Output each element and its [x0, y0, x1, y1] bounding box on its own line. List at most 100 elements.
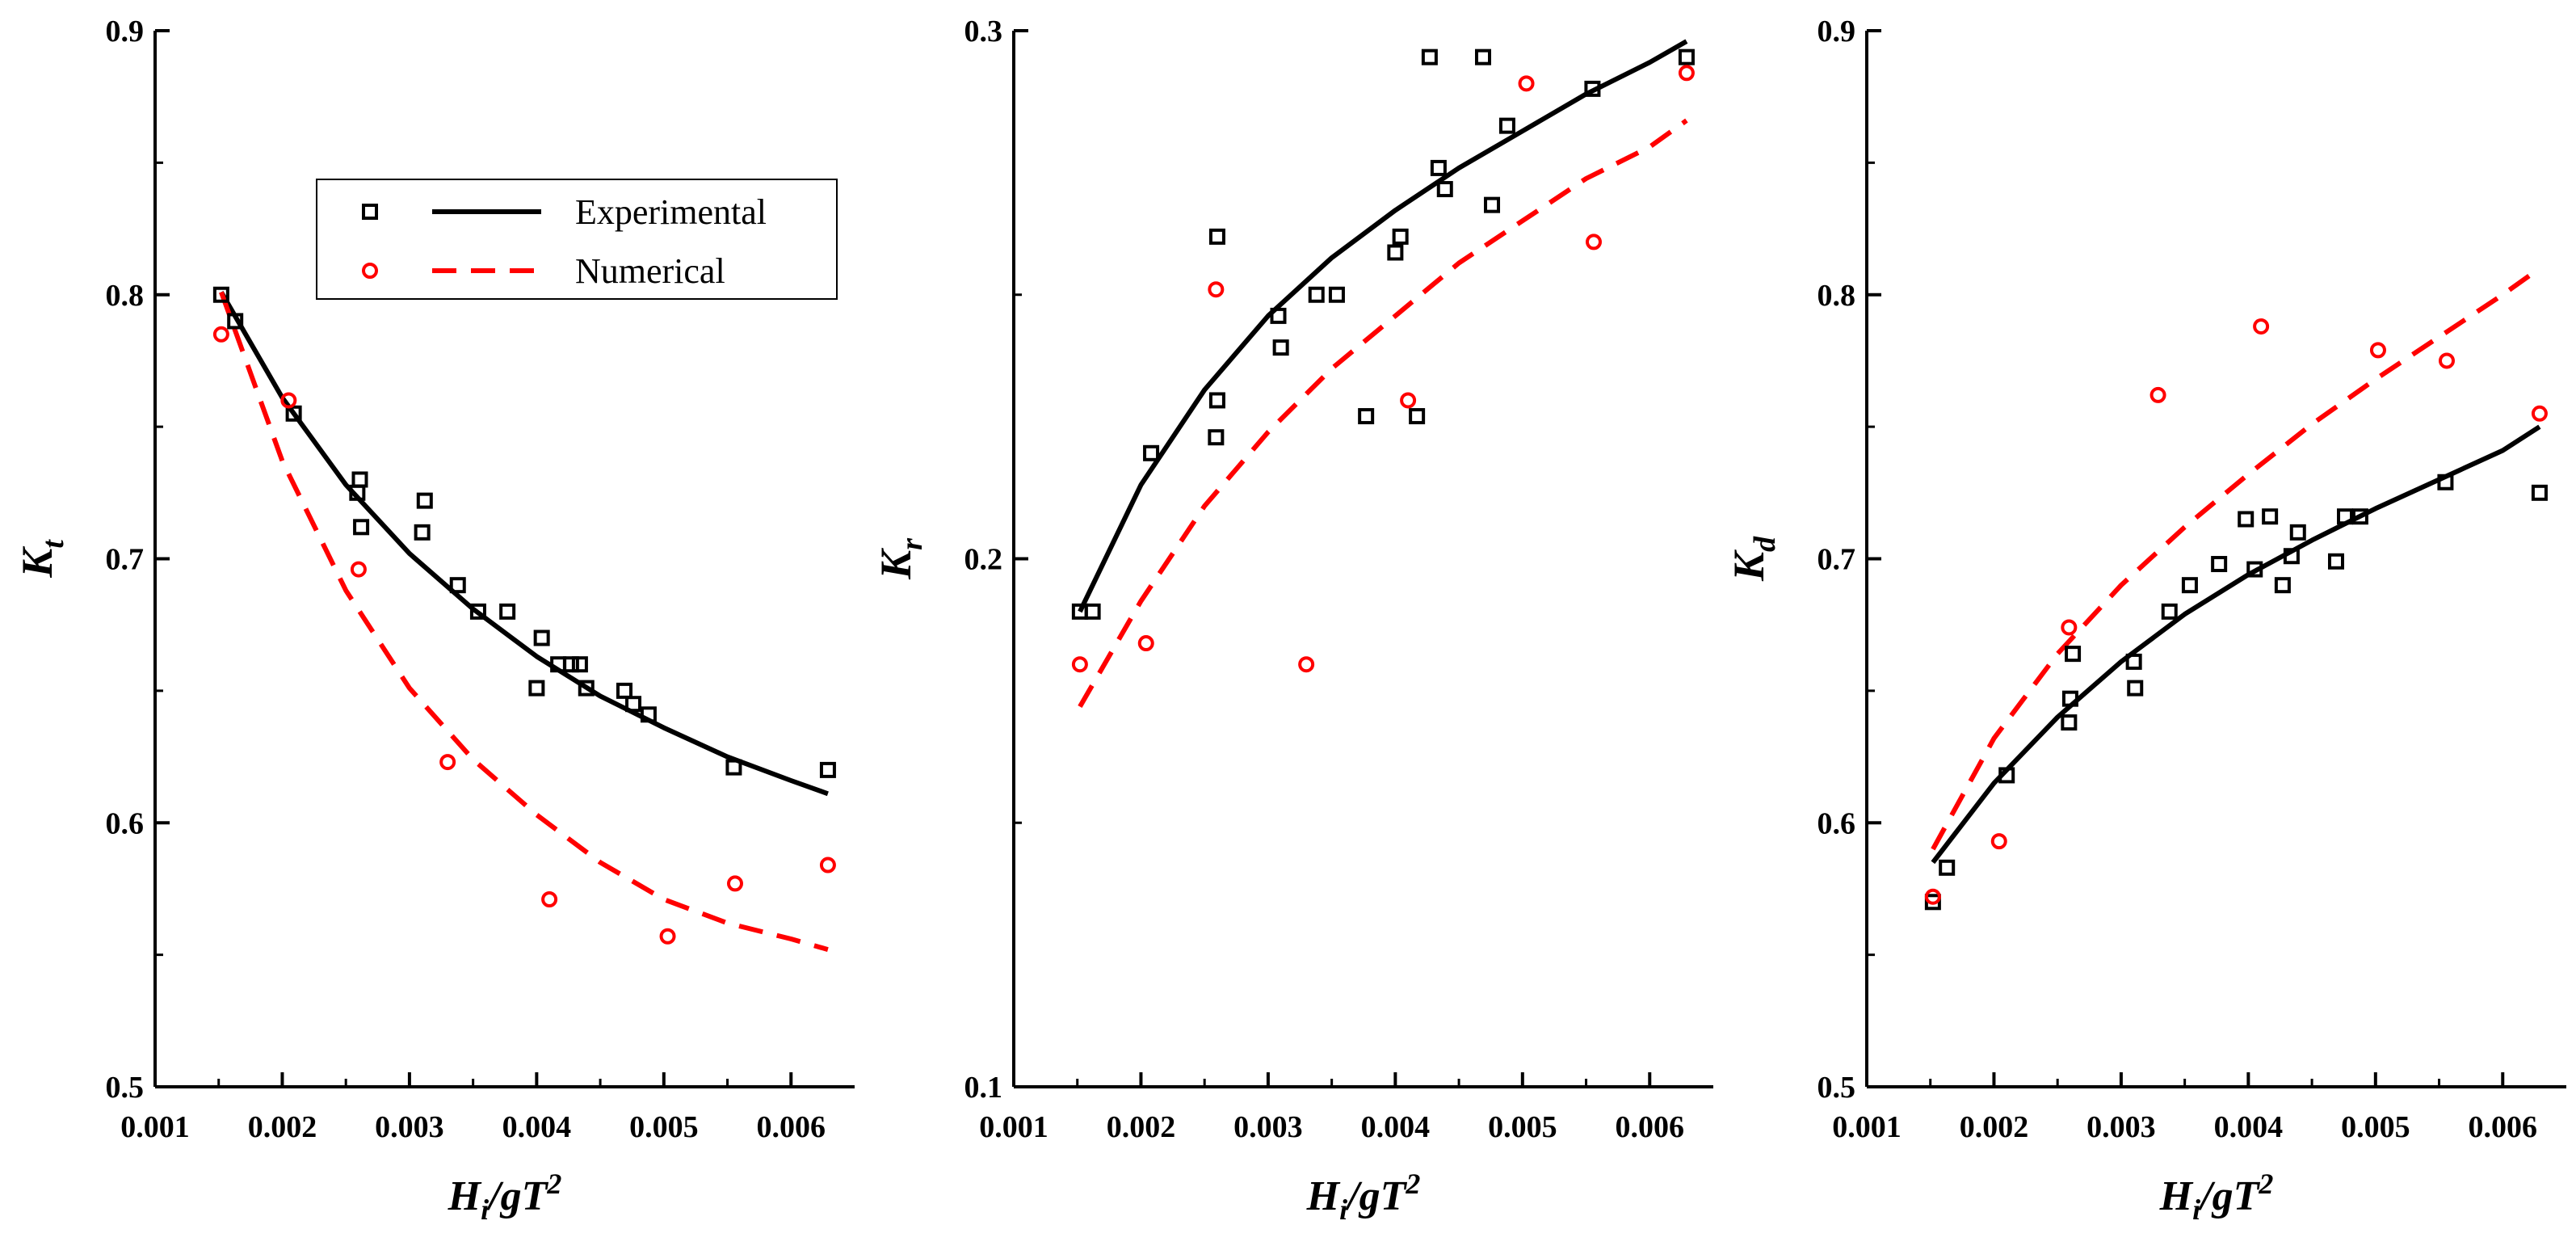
experimental-fit-line — [219, 290, 829, 797]
y-tick-label: 0.9 — [1817, 15, 1856, 48]
experimental-point — [571, 656, 588, 673]
numerical-point — [1585, 234, 1602, 250]
experimental-point — [1208, 228, 1225, 245]
y-tick-label: 0.7 — [106, 543, 145, 577]
experimental-point — [212, 286, 229, 303]
numerical-point — [659, 928, 676, 945]
experimental-point — [1270, 307, 1287, 324]
experimental-point — [353, 519, 370, 536]
numerical-point — [1298, 656, 1315, 673]
x-tick-label: 0.002 — [1960, 1110, 2029, 1144]
experimental-point — [2262, 508, 2279, 525]
numerical-fit-line — [1931, 266, 2541, 851]
experimental-point — [2328, 553, 2345, 570]
y-tick-label: 0.8 — [106, 279, 145, 313]
experimental-fit-line — [1078, 39, 1688, 613]
experimental-point — [640, 706, 657, 723]
experimental-point — [819, 761, 836, 778]
experimental-point — [2127, 680, 2144, 697]
numerical-point — [1400, 392, 1417, 409]
experimental-point — [416, 492, 433, 509]
experimental-point — [2351, 508, 2368, 525]
y-tick-label: 0.6 — [106, 806, 145, 840]
experimental-point — [449, 577, 466, 594]
experimental-point — [2211, 556, 2228, 573]
y-axis-title: Kr — [872, 537, 929, 580]
experimental-point — [1392, 228, 1409, 245]
x-tick-label: 0.006 — [1616, 1110, 1685, 1144]
experimental-point — [285, 405, 302, 422]
experimental-point — [533, 629, 550, 646]
experimental-point — [1084, 603, 1101, 620]
x-tick-label: 0.003 — [375, 1110, 444, 1144]
experimental-point — [351, 471, 368, 488]
x-tick-label: 0.001 — [979, 1110, 1048, 1144]
numerical-point — [2061, 619, 2078, 636]
legend-marker-square — [362, 204, 378, 220]
experimental-point — [616, 682, 633, 699]
experimental-point — [1998, 767, 2015, 784]
legend-label: Numerical — [575, 251, 725, 291]
numerical-point — [1518, 75, 1535, 92]
svg-text:Kd: Kd — [1725, 536, 1782, 582]
experimental-point — [2531, 484, 2548, 501]
experimental-fit-line — [1931, 424, 2541, 865]
numerical-point — [2369, 342, 2386, 359]
experimental-point — [1475, 48, 1492, 65]
y-tick-label: 0.6 — [1817, 806, 1856, 840]
experimental-point — [1208, 429, 1225, 446]
experimental-point — [1678, 48, 1695, 65]
numerical-point — [280, 392, 297, 409]
numerical-point — [2438, 352, 2455, 369]
x-tick-label: 0.006 — [757, 1110, 826, 1144]
experimental-point — [1939, 859, 1956, 876]
panel-Kr: 0.001 0.002 0.003 0.004 0.005 0.006 0.1 0.2 0.3 H… — [872, 15, 1713, 1226]
experimental-point — [499, 603, 516, 620]
experimental-point — [562, 656, 579, 673]
experimental-point — [1430, 159, 1447, 176]
x-tick-label: 0.002 — [1107, 1110, 1176, 1144]
x-tick-label: 0.004 — [1361, 1110, 1431, 1144]
experimental-point — [2337, 508, 2354, 525]
numerical-point — [2531, 405, 2548, 422]
experimental-point — [2274, 577, 2291, 594]
experimental-point — [1358, 408, 1375, 425]
x-axis-title: Hi/gT2 — [448, 1168, 562, 1226]
numerical-fit-line — [219, 291, 829, 952]
experimental-point — [1143, 444, 1160, 461]
experimental-point — [227, 313, 244, 330]
experimental-point — [2161, 603, 2178, 620]
x-tick-label: 0.005 — [1488, 1110, 1557, 1144]
numerical-point — [819, 857, 836, 873]
y-tick-label: 0.3 — [964, 15, 1003, 48]
experimental-point — [1328, 286, 1345, 303]
y-axis-title: Kt — [13, 539, 70, 579]
numerical-point — [726, 875, 743, 892]
x-tick-label: 0.003 — [2086, 1110, 2156, 1144]
experimental-point — [1421, 48, 1438, 65]
numerical-point — [1137, 635, 1154, 652]
x-tick-label: 0.002 — [248, 1110, 317, 1144]
numerical-point — [541, 891, 558, 908]
experimental-point — [2061, 690, 2078, 707]
experimental-point — [1436, 181, 1453, 198]
experimental-point — [1208, 392, 1225, 409]
svg-text:Kt: Kt — [13, 539, 70, 579]
experimental-point — [2246, 561, 2263, 578]
legend: Experimental Numerical — [316, 179, 838, 300]
x-tick-label: 0.004 — [502, 1110, 572, 1144]
experimental-point — [625, 696, 642, 713]
experimental-point — [1409, 408, 1426, 425]
experimental-point — [1387, 244, 1404, 261]
numerical-point — [1071, 656, 1088, 673]
experimental-point — [1498, 117, 1515, 134]
numerical-point — [1678, 65, 1695, 82]
x-tick-label: 0.006 — [2469, 1110, 2538, 1144]
experimental-point — [1308, 286, 1325, 303]
experimental-point — [2125, 653, 2142, 670]
experimental-point — [578, 680, 595, 697]
y-tick-label: 0.5 — [106, 1071, 145, 1105]
legend-label: Experimental — [575, 192, 767, 232]
numerical-fit-line — [1078, 118, 1688, 709]
